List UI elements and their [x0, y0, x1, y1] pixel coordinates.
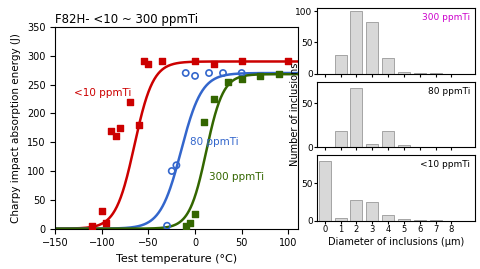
- Point: [112, 134, 120, 139]
- Text: 300 ppmTi: 300 ppmTi: [209, 172, 264, 182]
- Bar: [350, 88, 362, 147]
- Bar: [382, 131, 394, 147]
- Point: [210, 62, 217, 66]
- Point: [191, 59, 199, 64]
- Text: 80 ppmTi: 80 ppmTi: [191, 137, 239, 147]
- Bar: [335, 55, 347, 73]
- Bar: [382, 215, 394, 221]
- Bar: [350, 200, 362, 221]
- Bar: [398, 219, 410, 221]
- Bar: [366, 22, 378, 73]
- Point: [275, 72, 283, 76]
- Point: [191, 212, 199, 216]
- Text: <10 ppmTi: <10 ppmTi: [420, 160, 470, 169]
- Point: [89, 224, 96, 228]
- X-axis label: Diameter of inclusions (μm): Diameter of inclusions (μm): [328, 236, 464, 246]
- Bar: [366, 144, 378, 147]
- Bar: [350, 11, 362, 73]
- Point: [144, 62, 152, 66]
- Bar: [335, 218, 347, 221]
- Text: Number of inclusions: Number of inclusions: [290, 63, 300, 166]
- Point: [117, 126, 124, 130]
- Point: [182, 224, 190, 228]
- Point: [238, 71, 245, 75]
- Bar: [366, 202, 378, 221]
- X-axis label: Test temperature (°C): Test temperature (°C): [116, 254, 237, 264]
- Text: F82H- <10 ~ 300 ppmTi: F82H- <10 ~ 300 ppmTi: [55, 13, 198, 26]
- Point: [191, 74, 199, 78]
- Point: [108, 129, 115, 133]
- Point: [168, 169, 176, 173]
- Point: [256, 74, 264, 78]
- Point: [210, 97, 217, 101]
- Point: [126, 100, 133, 104]
- Point: [103, 221, 110, 225]
- Text: 80 ppmTi: 80 ppmTi: [428, 87, 470, 96]
- Point: [182, 71, 190, 75]
- Bar: [382, 58, 394, 73]
- Point: [285, 59, 292, 64]
- Bar: [430, 220, 442, 221]
- Bar: [398, 145, 410, 147]
- Bar: [414, 220, 426, 221]
- Text: <10 ppmTi: <10 ppmTi: [74, 88, 131, 98]
- Point: [140, 59, 148, 64]
- Point: [187, 221, 194, 225]
- Point: [224, 80, 231, 84]
- Point: [163, 224, 171, 228]
- Point: [238, 77, 245, 81]
- Text: 300 ppmTi: 300 ppmTi: [422, 13, 470, 22]
- Point: [158, 59, 166, 64]
- Point: [98, 209, 106, 214]
- Y-axis label: Charpy impact absorption energy (J): Charpy impact absorption energy (J): [12, 33, 21, 223]
- Bar: [319, 161, 331, 221]
- Bar: [398, 72, 410, 73]
- Point: [205, 71, 213, 75]
- Point: [238, 59, 245, 64]
- Point: [219, 71, 227, 75]
- Bar: [335, 131, 347, 147]
- Point: [201, 120, 208, 124]
- Point: [173, 163, 180, 167]
- Point: [135, 123, 143, 127]
